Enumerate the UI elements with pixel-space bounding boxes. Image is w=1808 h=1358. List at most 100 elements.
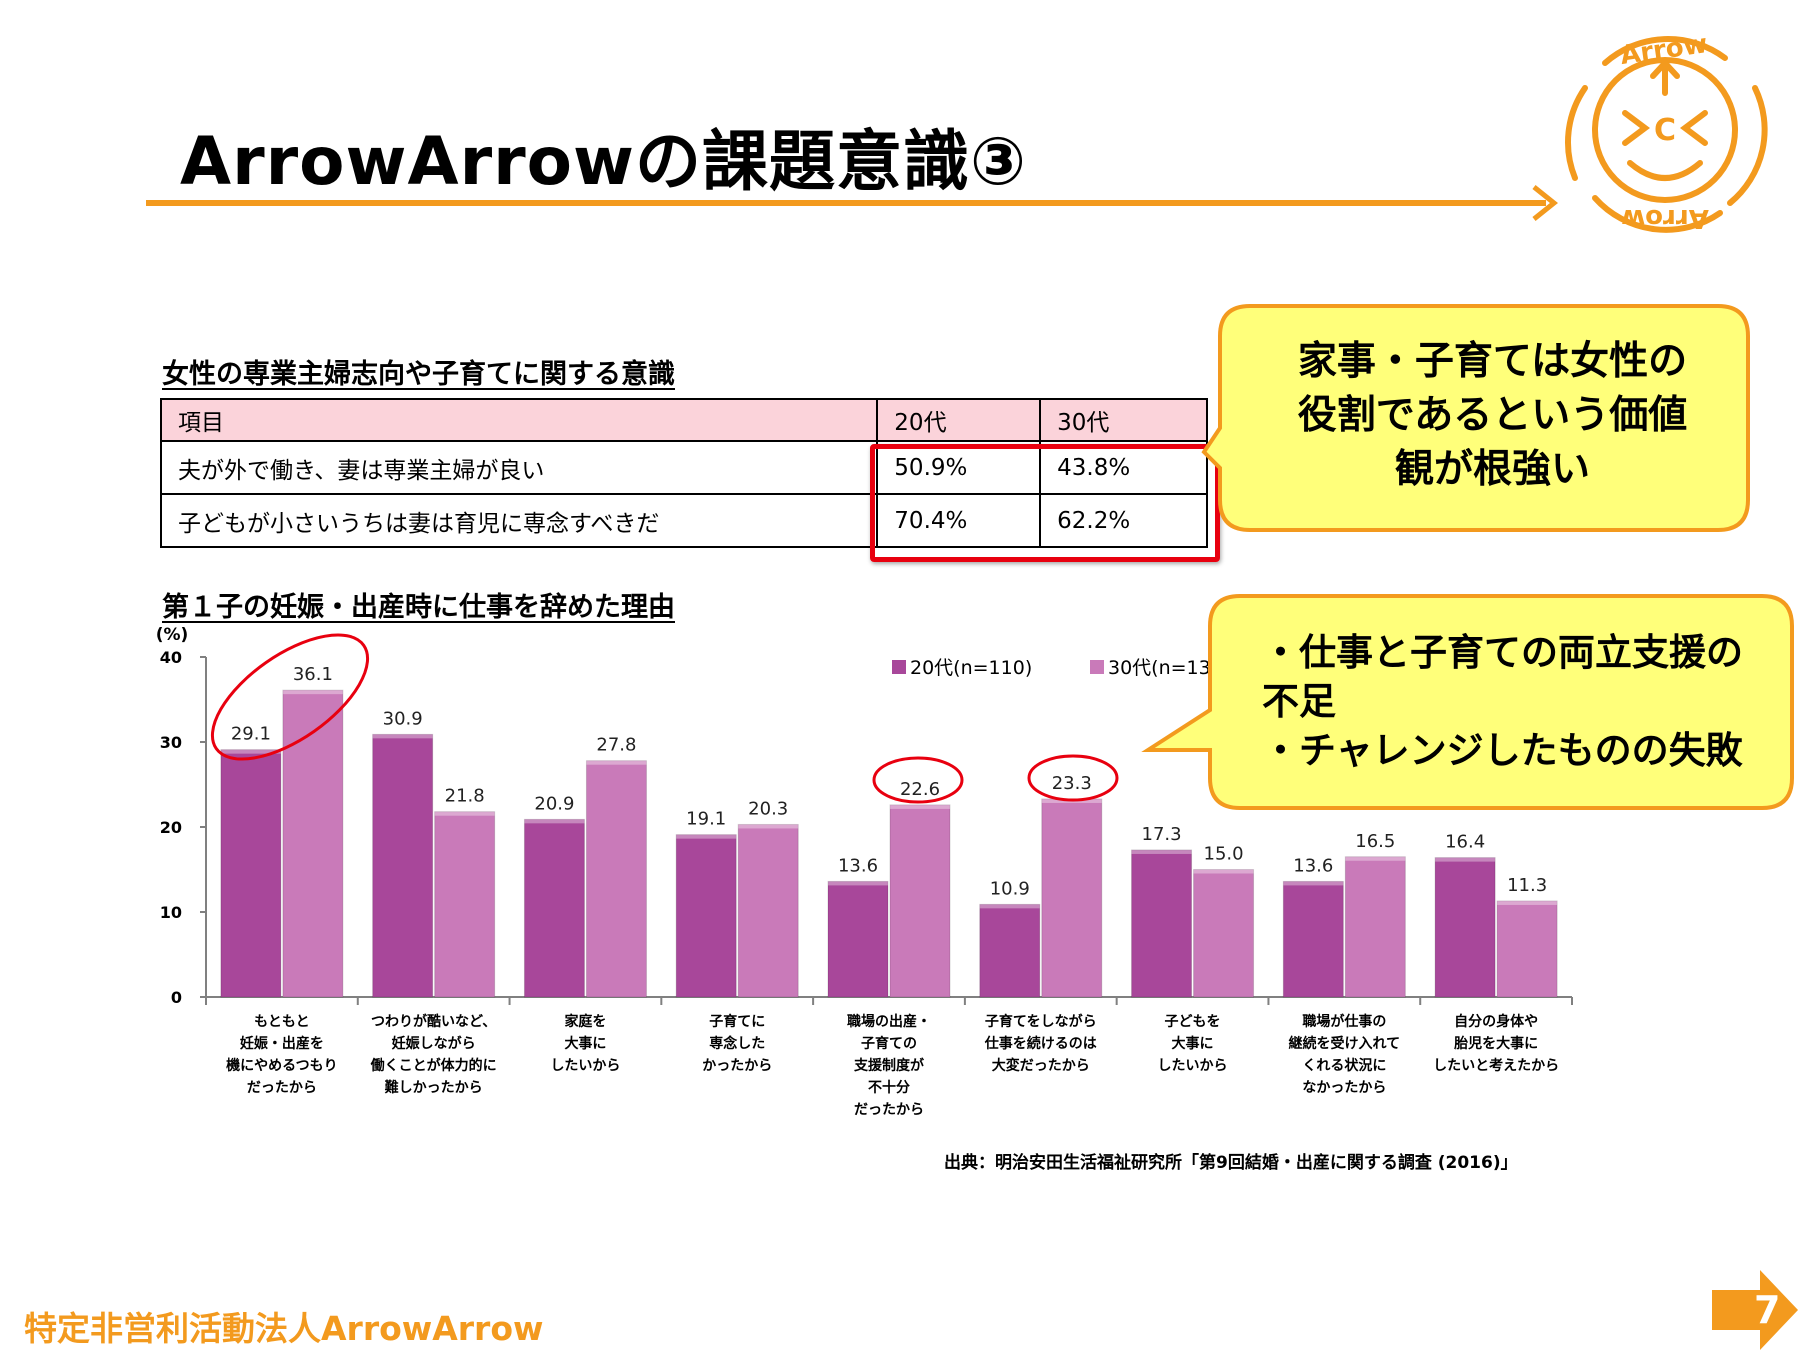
callout-shape-middle — [1141, 594, 1794, 810]
bar-highlight — [1283, 881, 1344, 886]
logo-bottom-text: Arrow — [1621, 203, 1709, 233]
data-label: 36.1 — [293, 664, 333, 685]
callout-line: 役割であるという価値 — [1297, 393, 1688, 438]
x-category-label: くれる状況に — [1302, 1057, 1386, 1074]
x-category-label: 胎児を大事に — [1454, 1035, 1538, 1052]
table-header-cell: 項目 — [159, 398, 879, 442]
bar-20s — [675, 834, 737, 998]
data-label: 20.3 — [748, 798, 788, 819]
bar-highlight — [979, 904, 1040, 909]
x-category-label: 継続を受け入れて — [1289, 1035, 1401, 1052]
x-category-label: 大事に — [564, 1035, 606, 1052]
bar-highlight — [434, 811, 495, 816]
table-header-row: 項目 20代 30代 — [159, 398, 1208, 442]
bar-highlight — [890, 804, 950, 809]
highlight-box — [870, 444, 1220, 562]
data-label: 29.1 — [231, 724, 271, 745]
x-category-label: 職場の出産・ — [847, 1013, 931, 1030]
x-category-label: 妊娠・出産を — [240, 1035, 324, 1052]
data-label: 21.8 — [445, 786, 485, 807]
bar-highlight — [1435, 857, 1496, 862]
callout-line: 観が根強い — [1394, 447, 1590, 492]
arrow-right-icon — [1532, 185, 1559, 221]
bar-highlight — [282, 690, 343, 695]
table-cell: 43.8% — [1039, 440, 1208, 495]
data-label: 20.9 — [534, 793, 574, 814]
data-label: 22.6 — [900, 779, 940, 800]
chart-section-title: 第１子の妊娠・出産時に仕事を辞めた理由 — [162, 592, 675, 623]
data-label: 30.9 — [383, 708, 423, 729]
bar-30s — [1496, 900, 1558, 998]
y-tick-label: 0 — [171, 988, 182, 1007]
x-category-label: 職場が仕事の — [1302, 1013, 1386, 1030]
table-cell: 子どもが小さいうちは妻は育児に専念すべきだ — [159, 493, 879, 548]
data-label: 17.3 — [1142, 824, 1182, 845]
x-category-label: したいから — [1158, 1058, 1228, 1074]
table-header-cell: 20代 — [876, 398, 1042, 442]
data-label: 15.0 — [1204, 844, 1244, 865]
bar-highlight — [1345, 856, 1406, 861]
bar-30s — [1041, 798, 1103, 998]
x-category-label: だったから — [854, 1102, 924, 1118]
data-label: 13.6 — [838, 855, 878, 876]
bar-20s — [372, 733, 434, 998]
bar-20s — [1282, 880, 1344, 998]
table-header-cell: 30代 — [1039, 398, 1208, 442]
bar-20s — [1434, 857, 1496, 998]
legend-swatch — [892, 660, 906, 674]
y-axis-unit: (%) — [156, 625, 189, 645]
x-category-label: 子育ての — [861, 1035, 917, 1052]
bar-30s — [889, 804, 951, 998]
bar-30s — [434, 811, 496, 998]
legend-label: 20代(n=110) — [910, 657, 1032, 679]
bar-highlight — [220, 749, 281, 754]
x-category-label: なかったから — [1302, 1080, 1386, 1096]
x-category-label: かったから — [702, 1058, 772, 1074]
x-category-label: 機にやめるつもり — [226, 1057, 337, 1074]
table-row: 夫が外で働き、妻は専業主婦が良い 50.9% 43.8% — [159, 440, 1208, 495]
bar-highlight — [586, 760, 647, 765]
title-underline — [146, 200, 1546, 206]
table-cell: 50.9% — [876, 440, 1042, 495]
bar-30s — [282, 689, 344, 998]
bar-highlight — [676, 834, 737, 839]
data-label: 23.3 — [1052, 773, 1092, 794]
bar-highlight — [828, 881, 888, 886]
callout-line: 家事・子育ては女性の — [1297, 339, 1688, 384]
bar-highlight — [1497, 900, 1558, 905]
table-cell: 夫が外で働き、妻は専業主婦が良い — [159, 440, 879, 495]
callout-shape-top — [1201, 304, 1750, 532]
y-tick-label: 40 — [160, 648, 182, 667]
data-label: 19.1 — [686, 809, 726, 830]
survey-table: 項目 20代 30代 夫が外で働き、妻は専業主婦が良い 50.9% 43.8% … — [159, 398, 1208, 548]
data-label: 11.3 — [1507, 875, 1547, 896]
y-tick-label: 30 — [160, 733, 182, 752]
x-category-label: 大変だったから — [992, 1057, 1090, 1074]
x-category-label: 家庭を — [564, 1013, 606, 1030]
bar-20s — [1131, 849, 1193, 998]
bar-highlight — [738, 824, 799, 829]
bar-20s — [220, 749, 282, 998]
x-category-label: 自分の身体や — [1454, 1013, 1538, 1030]
callout-line: ・仕事と子育ての両立支援の — [1262, 631, 1743, 674]
bar-highlight — [372, 734, 433, 739]
bar-30s — [737, 823, 799, 998]
x-category-label: だったから — [247, 1080, 317, 1096]
bar-20s — [827, 880, 889, 998]
callout-line: ・チャレンジしたものの失敗 — [1262, 729, 1743, 772]
table-row: 子どもが小さいうちは妻は育児に専念すべきだ 70.4% 62.2% — [159, 493, 1208, 548]
data-label: 16.5 — [1355, 831, 1395, 852]
x-category-label: 大事に — [1172, 1035, 1214, 1052]
callout-text-top: 家事・子育ては女性の 役割であるという価値 観が根強い — [1235, 335, 1750, 497]
data-label: 16.4 — [1445, 832, 1485, 853]
footer-organization: 特定非営利活動法人ArrowArrow — [24, 1309, 544, 1348]
x-category-label: 子育てをしながら — [985, 1013, 1097, 1030]
callout-text-middle: ・仕事と子育ての両立支援の 不足 ・チャレンジしたものの失敗 — [1262, 628, 1792, 775]
callout-line: 不足 — [1262, 680, 1336, 723]
y-tick-label: 10 — [160, 903, 182, 922]
page-number: 7 — [1754, 1288, 1781, 1332]
x-category-label: 難しかったから — [385, 1079, 483, 1096]
x-category-label: 仕事を続けるのは — [984, 1035, 1097, 1052]
bar-highlight — [524, 819, 585, 824]
